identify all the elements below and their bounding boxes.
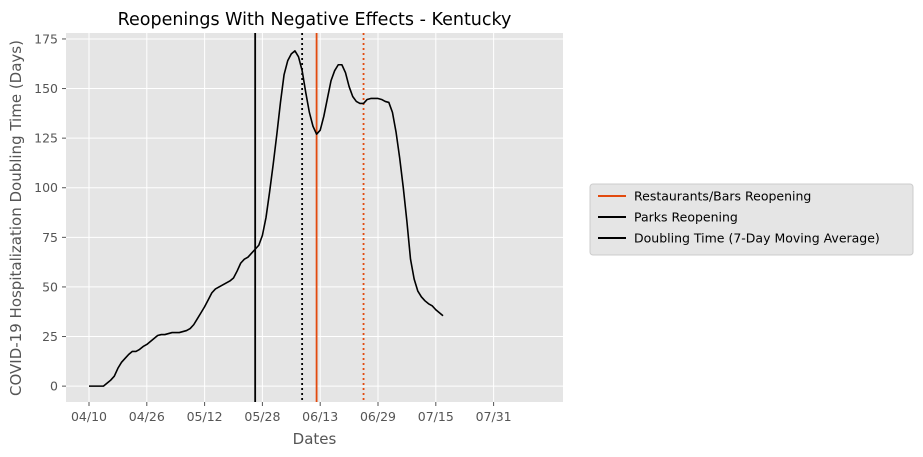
y-tick-label: 50 [42, 279, 58, 294]
chart-title: Reopenings With Negative Effects - Kentu… [118, 10, 512, 30]
plot-background [66, 33, 563, 402]
x-tick-label: 05/28 [244, 409, 280, 424]
y-tick-label: 100 [34, 180, 58, 195]
x-axis-label: Dates [293, 430, 337, 448]
legend-label-doubling-time: Doubling Time (7-Day Moving Average) [634, 231, 880, 246]
x-tick-label: 05/12 [187, 409, 223, 424]
legend: Restaurants/Bars Reopening Parks Reopeni… [589, 183, 914, 256]
grid [66, 33, 563, 402]
y-tick-label: 125 [34, 131, 58, 146]
y-tick-label: 25 [42, 329, 58, 344]
legend-label-restaurants: Restaurants/Bars Reopening [634, 189, 811, 204]
y-axis-ticks: 0 25 50 75 100 125 150 175 [34, 31, 66, 394]
x-tick-label: 07/15 [418, 409, 454, 424]
legend-box [589, 183, 914, 256]
y-tick-label: 175 [34, 31, 58, 46]
x-tick-label: 04/26 [129, 409, 165, 424]
y-tick-label: 0 [50, 379, 58, 394]
reopening-markers [254, 33, 365, 402]
legend-label-parks: Parks Reopening [634, 210, 738, 225]
x-tick-label: 04/10 [71, 409, 107, 424]
y-tick-label: 75 [42, 230, 58, 245]
x-axis-ticks: 04/10 04/26 05/12 05/28 06/13 06/29 07/15 07/31 [71, 402, 512, 424]
x-tick-label: 06/13 [302, 409, 338, 424]
x-tick-label: 07/31 [476, 409, 512, 424]
series-line-doubling-time [89, 50, 444, 387]
y-axis-label: COVID-19 Hospitalization Doubling Time (… [7, 40, 25, 396]
x-tick-label: 06/29 [360, 409, 396, 424]
y-tick-label: 150 [34, 81, 58, 96]
